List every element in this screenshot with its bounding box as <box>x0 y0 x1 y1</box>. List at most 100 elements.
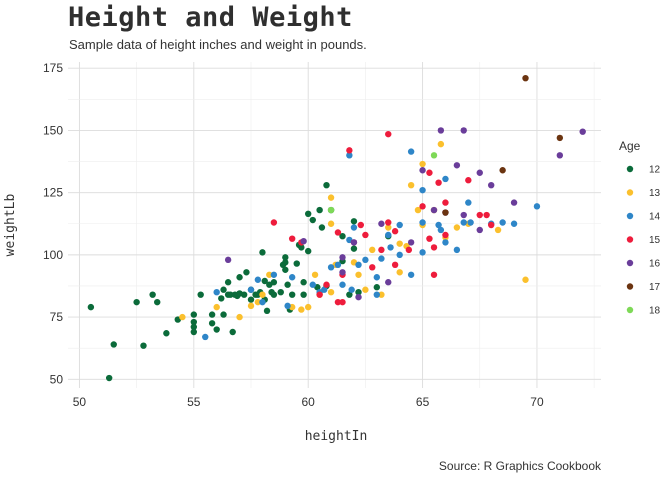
y-tick-label: 50 <box>50 372 64 386</box>
data-point-age-13 <box>213 303 220 311</box>
legend: Age 12 13 14 15 16 17 18 <box>619 139 661 317</box>
legend-title: Age <box>619 139 641 153</box>
data-point-age-16 <box>437 127 445 134</box>
data-point-age-15 <box>405 246 413 254</box>
y-tick-label: 150 <box>43 123 63 137</box>
data-point-age-13 <box>396 240 403 247</box>
data-point-age-14 <box>465 199 472 206</box>
data-point-age-14 <box>378 255 385 262</box>
data-point-age-15 <box>391 261 399 269</box>
data-point-age-16 <box>556 152 564 159</box>
y-tick-label: 175 <box>43 61 63 75</box>
data-point-age-12 <box>190 318 198 326</box>
data-point-age-16 <box>378 220 385 227</box>
legend-key-age-12 <box>626 165 634 173</box>
data-point-age-12 <box>243 269 250 276</box>
data-point-age-13 <box>414 206 422 214</box>
data-point-age-14 <box>407 271 415 278</box>
data-point-age-13 <box>396 269 403 276</box>
data-point-age-15 <box>385 130 392 138</box>
data-point-age-14 <box>533 203 541 210</box>
data-point-age-14 <box>362 256 369 264</box>
data-point-age-14 <box>396 251 403 259</box>
data-point-age-12 <box>282 254 289 261</box>
data-point-age-14 <box>387 244 394 251</box>
x-tick-label: 70 <box>530 395 544 409</box>
data-point-age-13 <box>236 313 243 321</box>
data-point-age-12 <box>110 341 117 348</box>
data-point-age-12 <box>300 279 307 286</box>
data-point-age-14 <box>419 219 426 226</box>
y-tick-label: 125 <box>43 186 63 200</box>
data-point-age-14 <box>453 246 461 254</box>
data-point-age-13 <box>259 291 266 298</box>
legend-label: 13 <box>649 188 661 199</box>
data-point-age-12 <box>355 288 362 296</box>
data-point-age-12 <box>339 232 346 240</box>
data-point-age-12 <box>323 181 330 189</box>
data-point-age-12 <box>293 260 300 267</box>
data-point-age-14 <box>348 286 355 293</box>
data-point-age-15 <box>288 235 296 242</box>
data-point-age-13 <box>311 271 319 278</box>
legend-key-age-18 <box>626 306 634 314</box>
data-point-age-12 <box>105 374 113 382</box>
data-point-age-12 <box>300 291 307 298</box>
data-point-age-12 <box>346 291 353 298</box>
data-point-age-15 <box>378 246 385 254</box>
data-point-age-13 <box>437 140 445 148</box>
legend-key-age-15 <box>626 236 634 243</box>
data-point-age-12 <box>220 286 227 293</box>
data-point-age-15 <box>426 169 433 176</box>
data-point-age-18 <box>327 206 335 214</box>
data-point-age-15 <box>357 221 365 229</box>
data-point-age-15 <box>391 228 399 235</box>
data-point-age-14 <box>284 302 291 310</box>
data-point-age-12 <box>208 320 216 327</box>
data-point-age-16 <box>224 256 232 264</box>
data-point-age-12 <box>282 266 289 273</box>
data-point-age-15 <box>442 231 449 239</box>
data-point-age-13 <box>355 271 362 278</box>
x-tick-label: 60 <box>302 395 316 409</box>
data-point-age-16 <box>300 237 307 245</box>
data-point-age-14 <box>288 274 296 281</box>
data-point-age-13 <box>453 224 461 231</box>
chart-title: Height and Weight <box>68 2 353 33</box>
data-point-age-14 <box>419 186 426 194</box>
data-point-age-14 <box>460 219 467 226</box>
data-point-age-13 <box>247 302 255 310</box>
data-point-age-12 <box>259 249 266 256</box>
data-point-age-12 <box>288 291 296 298</box>
data-point-age-13 <box>385 224 392 231</box>
data-point-age-12 <box>263 307 271 315</box>
data-point-age-12 <box>154 298 161 306</box>
data-point-age-14 <box>350 224 358 231</box>
data-point-age-12 <box>350 218 358 225</box>
data-point-age-12 <box>190 328 198 336</box>
data-point-age-13 <box>494 226 502 234</box>
x-tick-label: 55 <box>187 395 201 409</box>
data-point-age-12 <box>309 216 316 224</box>
legend-label: 15 <box>649 235 661 246</box>
data-point-age-13 <box>522 276 529 283</box>
data-point-age-14 <box>499 219 506 226</box>
data-point-age-16 <box>460 211 467 219</box>
chart-subtitle: Sample data of height inches and weight … <box>69 37 367 52</box>
data-point-age-14 <box>321 286 328 293</box>
data-point-age-15 <box>323 281 330 288</box>
data-point-age-16 <box>487 181 495 189</box>
data-point-age-13 <box>327 220 335 227</box>
data-point-age-15 <box>430 271 438 278</box>
data-point-age-15 <box>465 177 472 184</box>
data-point-age-14 <box>407 148 415 155</box>
data-point-age-15 <box>419 203 426 210</box>
data-point-age-12 <box>277 288 284 296</box>
data-point-age-17 <box>522 74 529 82</box>
data-point-age-14 <box>309 281 316 288</box>
data-point-age-12 <box>350 245 358 252</box>
legend-label: 17 <box>649 282 661 293</box>
data-point-age-13 <box>266 271 273 278</box>
data-points <box>87 74 586 382</box>
